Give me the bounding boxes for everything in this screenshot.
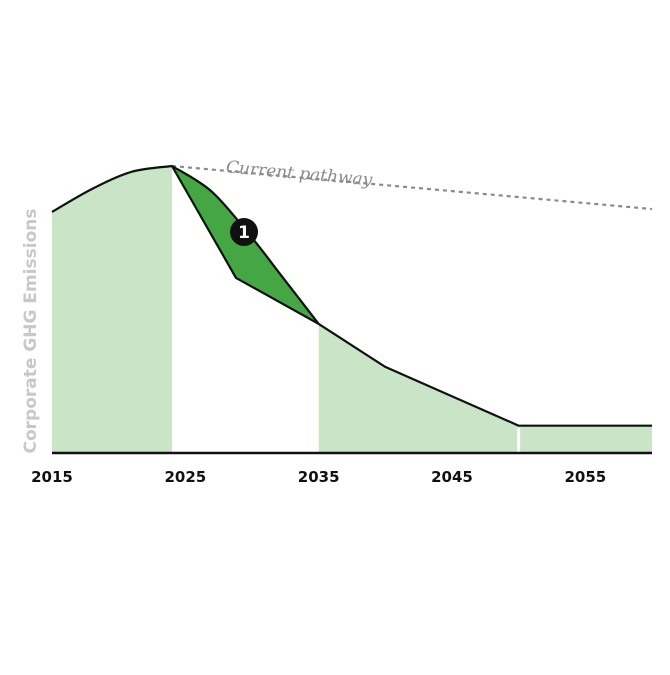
x-tick-label-2055: 2055 (564, 468, 606, 486)
shaded-region-1 (52, 166, 172, 453)
series-line-current-pathway (171, 164, 653, 211)
series-line-reduction (171, 165, 652, 427)
marker-number: 1 (238, 223, 250, 243)
shaded-region-2 (318, 323, 519, 453)
x-tick-label-2025: 2025 (164, 468, 206, 486)
shaded-region-3 (518, 425, 652, 453)
series-line-historical (51, 164, 173, 213)
current-pathway-label: Current pathway (225, 157, 373, 190)
marker-circle (230, 218, 258, 247)
y-axis-label: Corporate GHG Emissions (21, 209, 41, 454)
x-tick-label-2045: 2045 (431, 468, 473, 486)
x-tick-label-2035: 2035 (298, 468, 340, 486)
x-tick-label-2015: 2015 (31, 468, 73, 486)
